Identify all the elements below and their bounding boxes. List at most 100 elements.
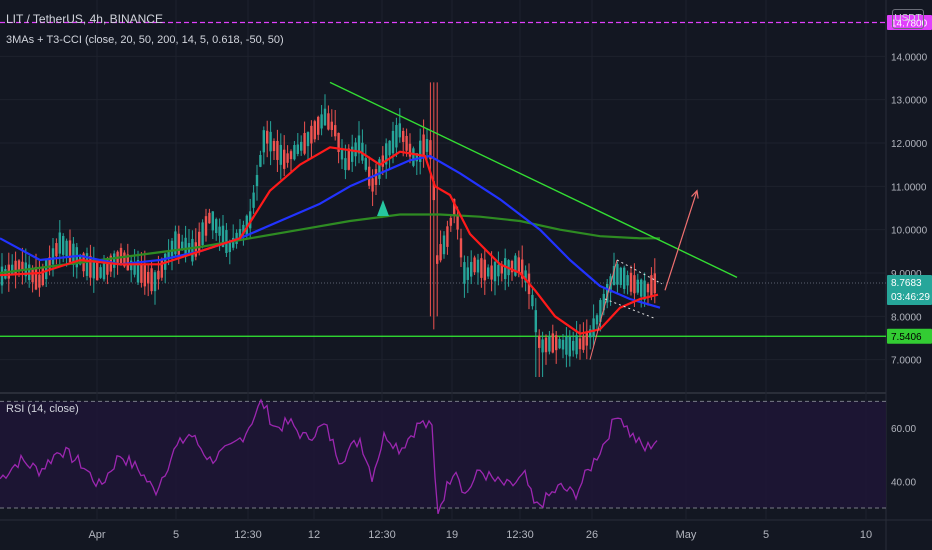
time-tick-label: 12:30 xyxy=(234,529,262,541)
time-tick-label: 19 xyxy=(446,529,458,541)
candle-body xyxy=(487,267,490,277)
indicator-legend[interactable]: 3MAs + T3-CCI (close, 20, 50, 200, 14, 5… xyxy=(6,34,284,46)
candle-body xyxy=(606,283,609,303)
candle-body xyxy=(17,260,21,270)
candle-body xyxy=(371,178,374,192)
candle-body xyxy=(561,339,565,350)
candle-body xyxy=(626,275,629,286)
candle-body xyxy=(306,132,310,147)
candle-body xyxy=(504,258,507,280)
candle-body xyxy=(483,259,486,281)
candle-body xyxy=(51,248,55,265)
candle-body xyxy=(422,134,425,157)
candle-body xyxy=(170,240,174,257)
candle-body xyxy=(259,154,262,167)
candle-body xyxy=(500,265,503,274)
candle-body xyxy=(68,240,72,263)
candle-body xyxy=(41,267,44,286)
rsi-band xyxy=(0,401,886,508)
candle-body xyxy=(136,260,140,283)
candle-body xyxy=(48,257,51,269)
candle-body xyxy=(633,275,636,294)
candle-body xyxy=(419,140,422,162)
candle-body xyxy=(463,262,466,284)
candle-body xyxy=(602,293,605,311)
candle-body xyxy=(354,142,357,157)
countdown-badge: 03:46:29 xyxy=(891,292,930,303)
candle-body xyxy=(368,166,371,186)
candle-body xyxy=(541,339,544,353)
candle-body xyxy=(31,268,34,283)
candle-body xyxy=(96,262,99,281)
candle-body xyxy=(514,255,517,276)
candle-body xyxy=(595,315,599,325)
price-tick-label: 11.0000 xyxy=(891,182,927,193)
rsi-tick-label: 60.00 xyxy=(891,424,916,435)
candle-body xyxy=(493,261,497,282)
candle-body xyxy=(612,266,616,286)
candle-body xyxy=(589,329,592,338)
candle-body xyxy=(89,255,92,278)
candle-body xyxy=(102,259,106,280)
candle-body xyxy=(133,261,136,275)
candle-body xyxy=(578,338,582,350)
candle-body xyxy=(55,243,58,257)
candle-body xyxy=(181,241,184,250)
candle-body xyxy=(160,259,163,278)
candle-body xyxy=(92,259,95,279)
candle-body xyxy=(153,272,157,292)
candle-body xyxy=(14,260,17,274)
currency-button[interactable]: USDT xyxy=(892,9,924,29)
candle-body xyxy=(211,211,214,231)
price-tick-label: 13.0000 xyxy=(891,96,928,107)
candle-body xyxy=(75,247,78,268)
symbol-title[interactable]: LIT / TetherUS, 4h, BINANCE xyxy=(6,12,163,26)
candle-body xyxy=(510,261,514,273)
candle-body xyxy=(490,265,493,280)
candle-body xyxy=(425,139,429,152)
candle-body xyxy=(558,339,561,349)
candle-body xyxy=(62,235,65,255)
candle-body xyxy=(310,125,313,144)
candle-body xyxy=(38,274,41,288)
candle-body xyxy=(398,123,401,138)
candle-body xyxy=(21,261,24,272)
candle-body xyxy=(238,229,242,239)
candle-body xyxy=(470,261,473,277)
flag-pole xyxy=(589,259,618,360)
time-tick-label: May xyxy=(676,529,697,541)
descending-trendline xyxy=(329,81,738,278)
candle-body xyxy=(232,237,235,248)
candle-body xyxy=(585,332,588,346)
candle-body xyxy=(252,192,255,208)
candle-body xyxy=(480,258,483,278)
candle-body xyxy=(201,222,204,246)
candle-body xyxy=(218,226,221,236)
candle-body xyxy=(575,335,578,355)
candle-body xyxy=(364,158,367,170)
buy-signal-marker xyxy=(377,200,389,216)
candle-body xyxy=(289,151,293,160)
flag-upper xyxy=(616,259,663,285)
flag-lower xyxy=(604,298,656,319)
candle-body xyxy=(228,241,231,253)
candle-body xyxy=(565,336,568,355)
candle-body xyxy=(412,148,415,166)
candle-body xyxy=(653,273,656,294)
rsi-legend[interactable]: RSI (14, close) xyxy=(6,403,79,415)
candle-body xyxy=(123,252,126,267)
candle-body xyxy=(167,250,170,260)
candle-body xyxy=(140,264,143,283)
rsi-tick-label: 40.00 xyxy=(891,477,916,488)
candle-body xyxy=(72,243,75,265)
candle-body xyxy=(266,130,269,144)
candle-body xyxy=(497,264,500,277)
candle-body xyxy=(337,132,340,153)
candle-body xyxy=(616,264,619,285)
time-tick-label: Apr xyxy=(88,529,105,541)
candle-body xyxy=(551,333,554,353)
price-tick-label: 10.0000 xyxy=(891,226,928,237)
candle-body xyxy=(106,258,109,275)
candle-body xyxy=(453,199,456,216)
